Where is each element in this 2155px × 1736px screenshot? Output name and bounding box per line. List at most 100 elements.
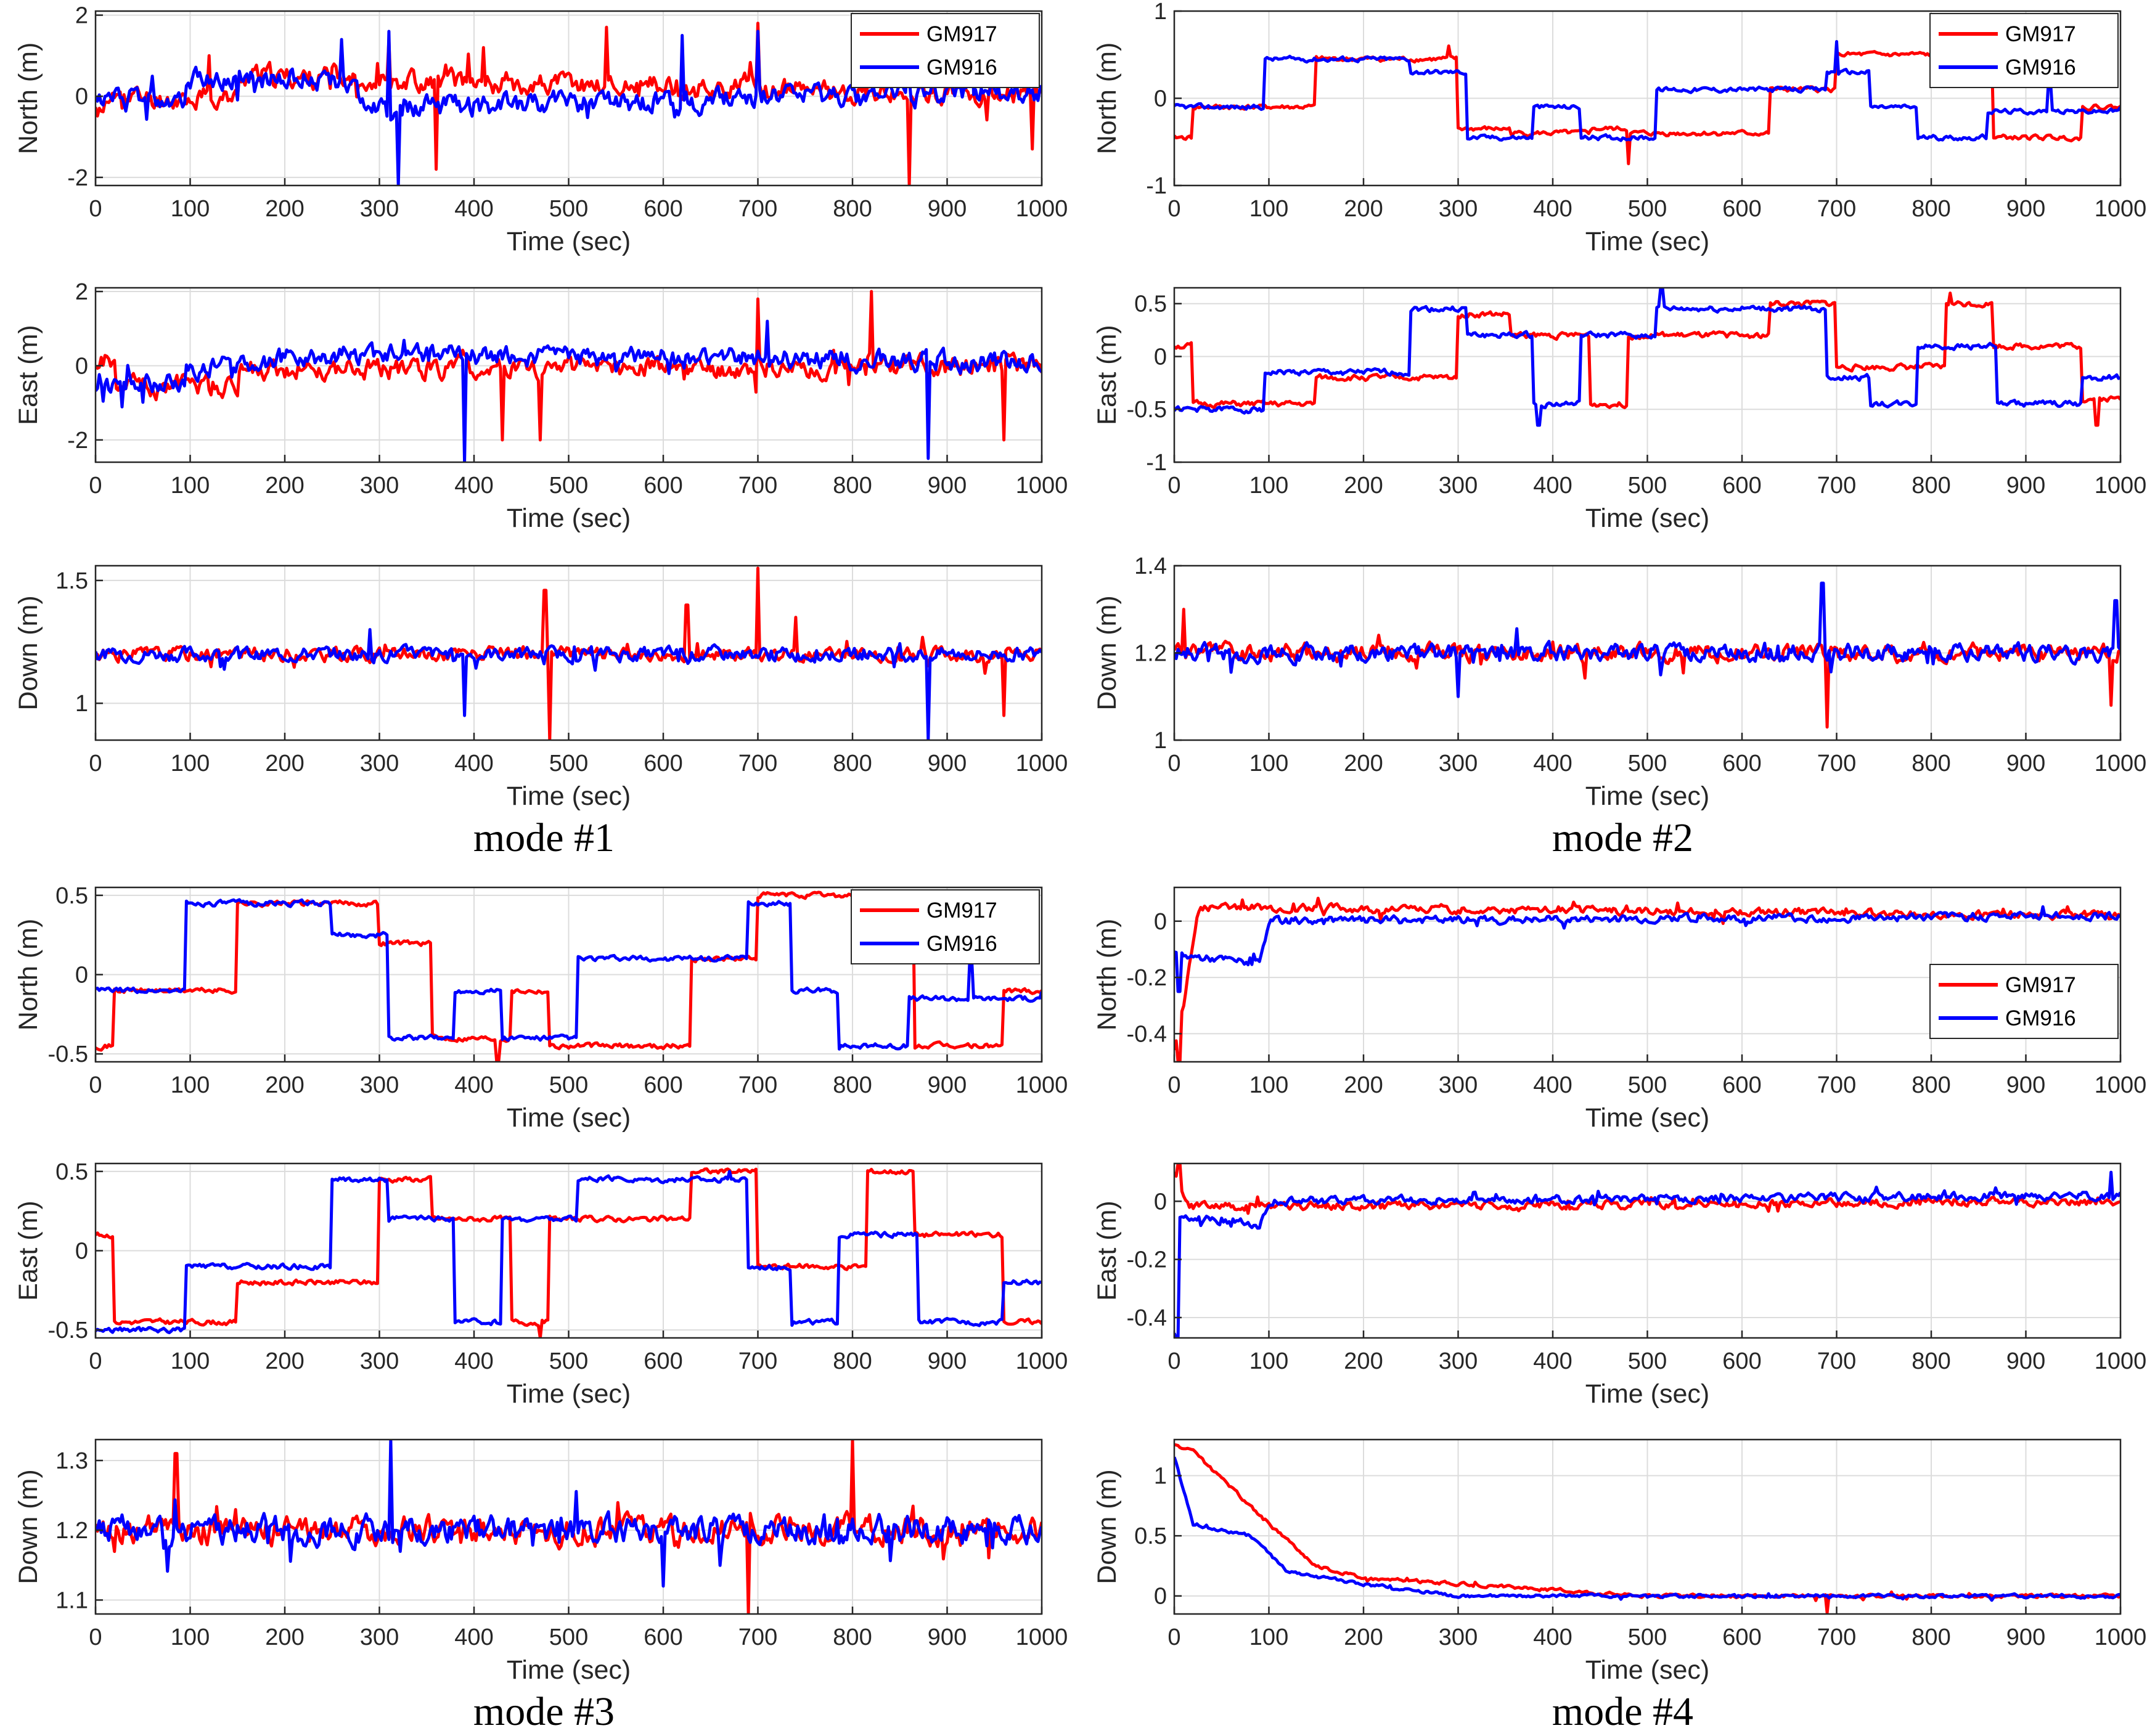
y-tick-label: 0.5 [1134, 291, 1167, 317]
x-tick-label: 0 [89, 1072, 102, 1098]
x-tick-label: 400 [1533, 1348, 1572, 1374]
x-axis-label: Time (sec) [1585, 503, 1709, 533]
legend: GM917 GM916 [851, 889, 1040, 964]
x-tick-label: 200 [265, 1072, 304, 1098]
x-tick-label: 800 [1912, 473, 1950, 499]
x-tick-label: 200 [1344, 1624, 1383, 1650]
x-tick-label: 900 [2006, 196, 2045, 222]
x-tick-label: 100 [1249, 196, 1288, 222]
x-tick-label: 600 [644, 751, 682, 776]
x-tick-label: 100 [171, 196, 210, 222]
x-tick-label: 900 [928, 1072, 967, 1098]
legend-box [1929, 13, 2119, 88]
y-axis-label: Down (m) [14, 595, 43, 710]
series-line-gm916 [96, 25, 1042, 185]
series-line-gm916 [1174, 581, 2120, 698]
x-axis-label: Time (sec) [507, 781, 631, 811]
x-tick-label: 400 [1533, 751, 1572, 776]
x-tick-label: 600 [1722, 1072, 1761, 1098]
x-tick-label: 0 [89, 751, 102, 776]
x-tick-label: 300 [1439, 1624, 1478, 1650]
x-tick-label: 0 [89, 473, 102, 499]
x-tick-label: 600 [644, 473, 682, 499]
y-tick-label: -0.5 [48, 1318, 88, 1343]
subplot-mode2-down: 0 100 200 300 400 500 600 700 800 900 1000 1 1.2 1.4 T… [1092, 553, 2146, 811]
y-axis-label: North (m) [14, 43, 43, 155]
subplot-mode3-north: 0 100 200 300 400 500 600 700 800 900 1000-0.500.5… [14, 883, 1068, 1133]
y-tick-label: 0 [1154, 1584, 1167, 1610]
x-tick-label: 700 [1817, 473, 1856, 499]
x-axis-label: Time (sec) [507, 1379, 631, 1409]
y-tick-label: -0.2 [1127, 1247, 1167, 1273]
x-tick-label: 0 [1167, 473, 1180, 499]
x-tick-label: 200 [1344, 196, 1383, 222]
series-line-gm916 [1174, 40, 2120, 142]
y-tick-label: -2 [67, 428, 88, 454]
x-tick-label: 300 [1439, 473, 1478, 499]
y-tick-label: 1 [75, 691, 88, 717]
x-tick-label: 100 [1249, 751, 1288, 776]
x-tick-label: 700 [738, 1072, 777, 1098]
y-tick-label: -0.2 [1127, 965, 1167, 991]
x-tick-label: 300 [360, 1348, 399, 1374]
subplot-mode3-down: 0 100 200 300 400 500 600 700 800 900 1000 1.1 1.2 1.… [14, 1438, 1068, 1685]
x-tick-label: 800 [1912, 1624, 1950, 1650]
x-tick-label: 500 [549, 1348, 588, 1374]
x-axis-label: Time (sec) [507, 227, 631, 256]
x-tick-label: 600 [1722, 196, 1761, 222]
x-tick-label: 200 [1344, 751, 1383, 776]
y-tick-label: 1 [1154, 728, 1167, 754]
y-axis-label: North (m) [1092, 43, 1122, 155]
y-axis-label: East (m) [14, 1200, 43, 1300]
mode-label: mode #1 [473, 815, 615, 860]
x-tick-label: 300 [1439, 751, 1478, 776]
x-tick-label: 300 [1439, 1348, 1478, 1374]
x-tick-label: 1000 [1016, 751, 1068, 776]
x-tick-label: 800 [833, 473, 872, 499]
subplot-mode4-east: 0 100 200 300 400 500 600 700 800 900 1000 -0.4 -0.2… [1092, 1162, 2146, 1409]
x-tick-label: 700 [1817, 1348, 1856, 1374]
x-tick-label: 100 [171, 751, 210, 776]
x-tick-label: 800 [833, 1348, 872, 1374]
x-tick-label: 800 [1912, 751, 1950, 776]
legend-box [1929, 964, 2119, 1039]
y-tick-label: 1 [1154, 0, 1167, 25]
x-tick-label: 500 [549, 1072, 588, 1098]
x-tick-label: 300 [360, 1072, 399, 1098]
x-tick-label: 1000 [1016, 473, 1068, 499]
x-tick-label: 0 [1167, 751, 1180, 776]
x-tick-label: 700 [1817, 751, 1856, 776]
x-tick-label: 0 [1167, 196, 1180, 222]
x-tick-label: 400 [1533, 1072, 1572, 1098]
legend-label-gm916: GM916 [2005, 1006, 2076, 1030]
x-tick-label: 0 [89, 196, 102, 222]
subplot-mode1-north: 0 100 200 300 400 500 600 700 800 900 1000-202Time… [14, 3, 1068, 256]
x-tick-label: 400 [454, 1072, 493, 1098]
x-tick-label: 300 [360, 751, 399, 776]
legend-label-gm916: GM916 [926, 55, 997, 79]
y-tick-label: -0.4 [1127, 1021, 1167, 1047]
legend-label-gm917: GM917 [2005, 22, 2076, 46]
x-tick-label: 700 [738, 473, 777, 499]
y-tick-label: 0.5 [55, 883, 88, 909]
x-axis-label: Time (sec) [507, 503, 631, 533]
series-line-gm916 [96, 898, 1042, 1051]
y-tick-label: -0.5 [1127, 397, 1167, 423]
x-tick-label: 200 [1344, 1348, 1383, 1374]
y-tick-label: -0.5 [48, 1041, 88, 1067]
x-tick-label: 600 [644, 1348, 682, 1374]
x-tick-label: 600 [1722, 473, 1761, 499]
x-tick-label: 500 [1628, 1624, 1667, 1650]
x-tick-label: 100 [171, 1624, 210, 1650]
x-axis-label: Time (sec) [507, 1103, 631, 1133]
x-tick-label: 600 [1722, 1624, 1761, 1650]
x-axis-label: Time (sec) [1585, 1103, 1709, 1133]
y-tick-label: 0.5 [1134, 1523, 1167, 1549]
subplot-mode2-east: 0 100 200 300 400 500 600 700 800 900 1000 -1 -0.5 0 0… [1092, 287, 2146, 533]
legend-label-gm917: GM917 [926, 899, 997, 923]
y-axis-label: East (m) [14, 325, 43, 425]
x-tick-label: 800 [833, 751, 872, 776]
subplot-mode1-down: 0 100 200 300 400 500 600 700 800 900 1000 1 1.5 Time… [14, 564, 1068, 811]
x-tick-label: 300 [360, 196, 399, 222]
